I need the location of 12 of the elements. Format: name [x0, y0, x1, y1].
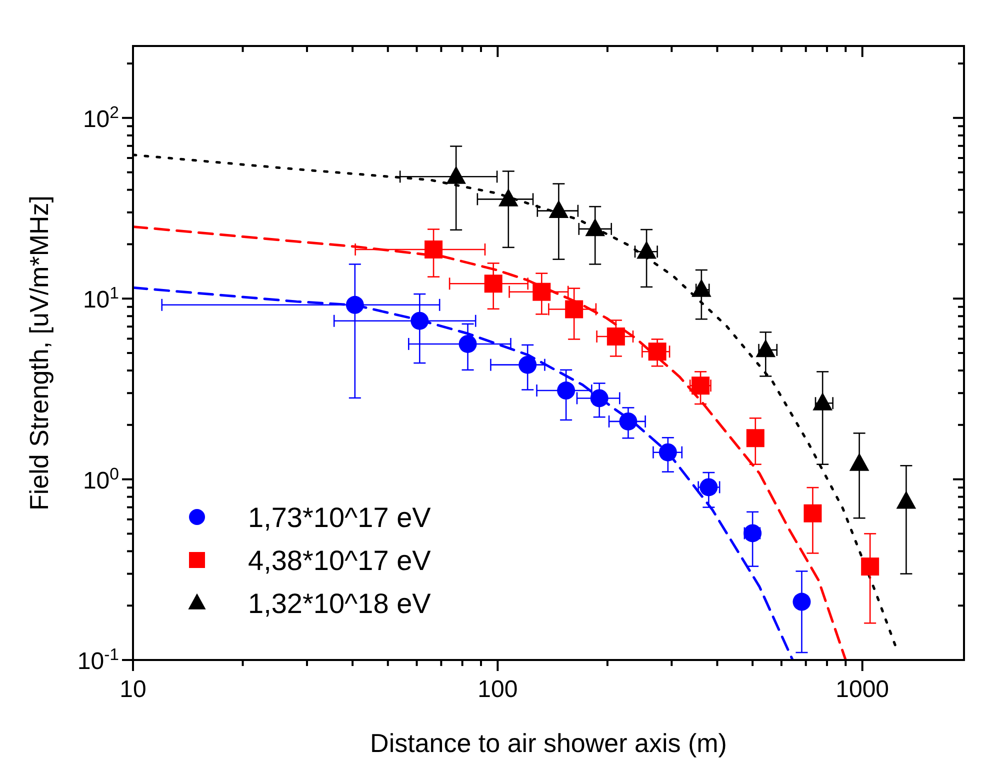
y-axis-title: Field Strength, [uV/m*MHz] [24, 196, 54, 510]
legend-label: 1,73*10^17 eV [248, 502, 432, 533]
x-tick-label: 10 [120, 676, 146, 703]
x-tick-label: 1000 [836, 676, 890, 703]
legend-label: 4,38*10^17 eV [248, 545, 432, 576]
y-tick-label: 10$^{2}$ [82, 102, 119, 133]
x-tick-label: 100 [478, 676, 518, 703]
y-tick-label: 10$^{-1}$ [77, 644, 119, 675]
x-axis-title: Distance to air shower axis (m) [370, 728, 727, 758]
y-tick-label: 10$^{1}$ [82, 283, 119, 314]
y-tick-label: 10$^{0}$ [82, 464, 119, 494]
legend-label: 1,32*10^18 eV [248, 588, 432, 619]
